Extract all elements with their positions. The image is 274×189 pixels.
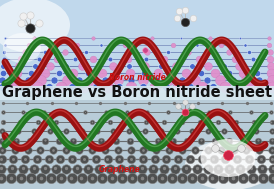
Ellipse shape	[201, 139, 255, 177]
Ellipse shape	[0, 0, 70, 53]
Bar	[0, 0, 274, 93]
Ellipse shape	[3, 33, 41, 63]
Text: Graphene: Graphene	[99, 166, 141, 174]
Bar	[0, 86, 274, 100]
Ellipse shape	[185, 140, 274, 189]
Text: Boron nitride: Boron nitride	[109, 74, 165, 83]
Bar	[0, 93, 274, 189]
Text: Graphene vs Boron nitride sheet: Graphene vs Boron nitride sheet	[2, 85, 272, 101]
